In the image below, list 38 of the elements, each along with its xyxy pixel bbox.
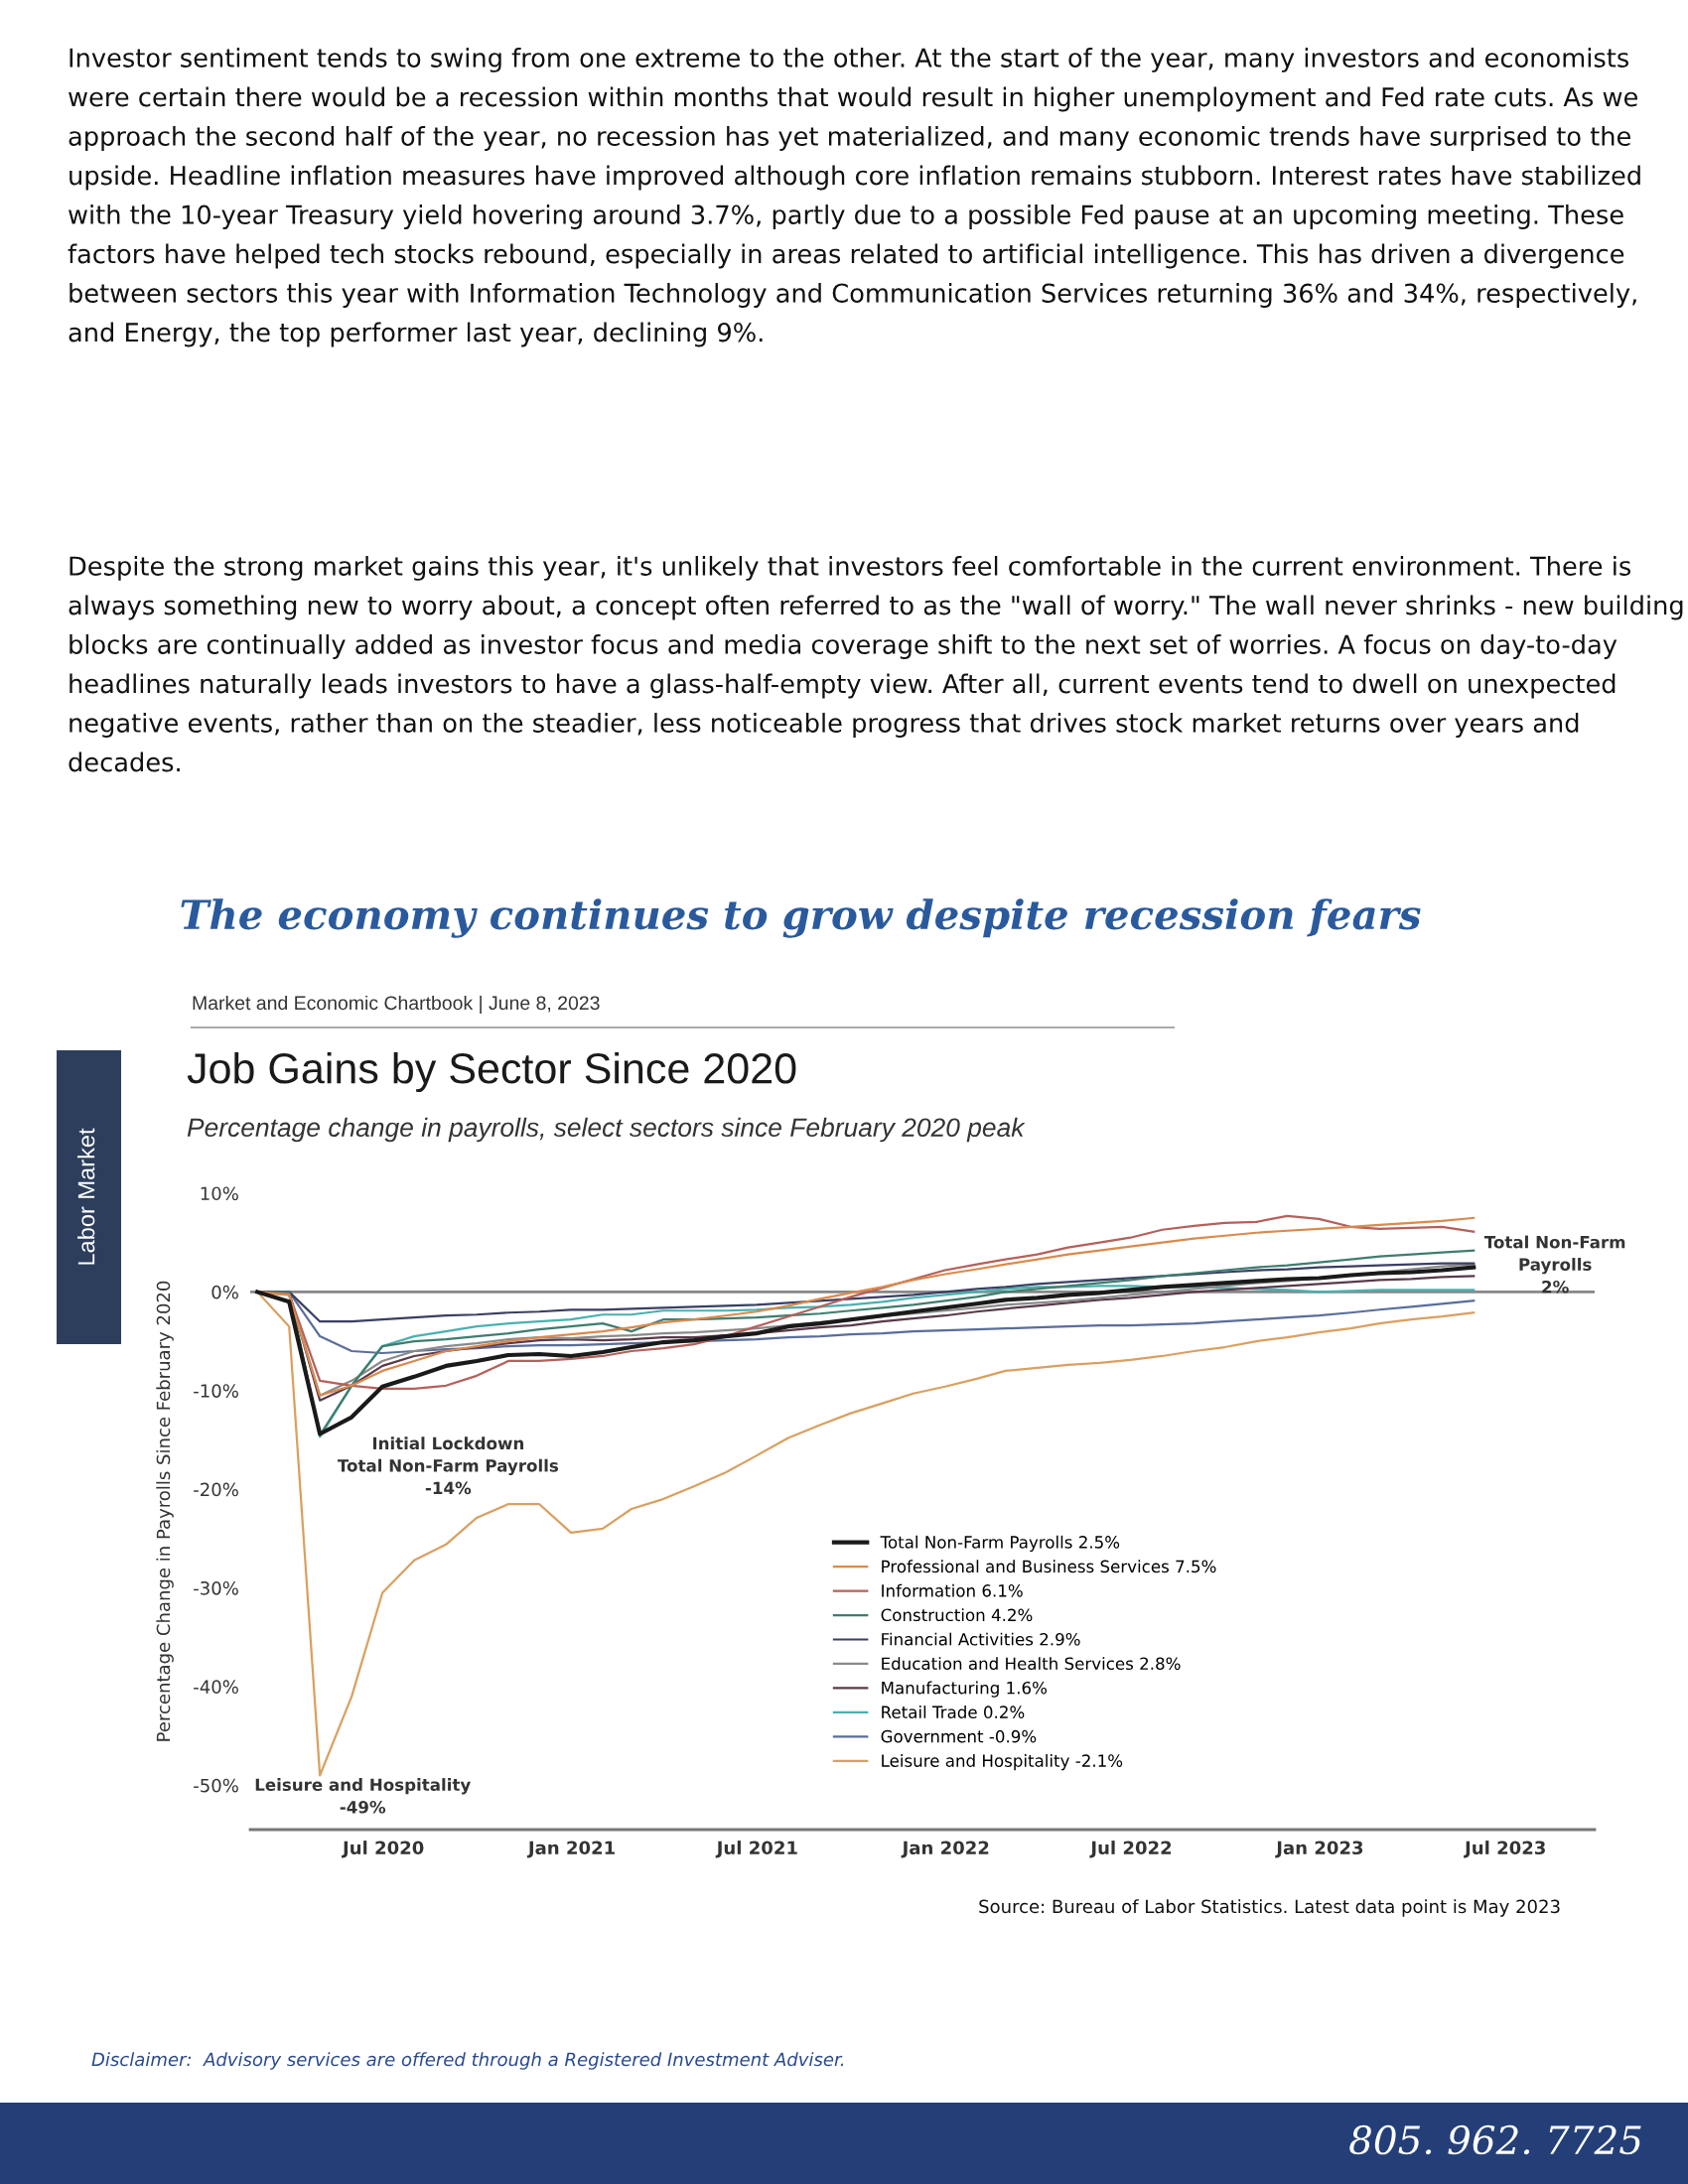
text: Disclaimer: Advisory services are offered through a Registered Investment Adviser. <box>91 2052 844 2070</box>
legend-label: Financial Activities 2.9% <box>882 1632 1080 1646</box>
x-tick-label: Jan 2021 <box>526 1841 615 1858</box>
text: 805. 962. 7725 <box>1349 2124 1641 2155</box>
text: Labor Market <box>77 1128 95 1265</box>
text: Despite the strong market gains this year, it's unlikely that investors feel comfortable in the current environment. There is always something new to worry about, a concept often referred to as the "wall of worry." The wall never shrinks - new building blocks are continually added as investor focus and media coverage shift to the next set of worries. A focus on day-to-day headlines naturally leads investors to have a glass-half-empty view. After all, current events tend to dwell on unexpected negative events, rather than on the steadier, less noticeable progress that drives stock market returns over years and decades. <box>69 556 1683 772</box>
chart-title: Job Gains by Sector Since 2020 <box>187 1051 796 1093</box>
source-note: Source: Bureau of Labor Statistics. Latest data point is May 2023 <box>979 1899 1560 1917</box>
x-tick-label: Jul 2021 <box>715 1841 797 1858</box>
x-tick-label: Jan 2022 <box>901 1841 989 1858</box>
legend-label: Professional and Business Services 7.5% <box>882 1560 1216 1573</box>
y-tick-label: -40% <box>194 1680 238 1695</box>
text: Investor sentiment tends to swing from one extreme to the other. At the start of the year, many investors and economists were certain there would be a recession within months that would result in higher unemployment and Fed rate cuts. As we approach the second half of the year, no recession has yet materialized, and many economic trends have surprised to the upside. Headline inflation measures have improved although core inflation remains stubborn. Interest rates have stabilized with the 10-year Treasury yield hovering around 3.7%, partly due to a possible Fed pause at an upcoming meeting. These factors have helped tech stocks rebound, especially in areas related to artificial intelligence. This has driven a divergence between sectors this year with Information Technology and Communication Services returning 36% and 34%, respectively, and Energy, the top performer last year, declining 9%. <box>68 48 1640 347</box>
legend-label: Total Non-Farm Payrolls 2.5% <box>880 1535 1120 1552</box>
legend-label: Construction 4.2% <box>881 1608 1033 1622</box>
y-tick-label: -50% <box>194 1778 238 1793</box>
y-axis-title: Percentage Change in Payrolls Since February 2020 <box>156 1281 174 1741</box>
chart-subtitle: Percentage change in payrolls, select sectors since February 2020 peak <box>187 1117 1026 1143</box>
legend-label: Leisure and Hospitality -2.1% <box>882 1754 1123 1771</box>
text: Market and Economic Chartbook | June 8, 2023 <box>193 995 600 1015</box>
y-tick-label: 0% <box>211 1285 238 1299</box>
legend-label: Information 6.1% <box>882 1583 1023 1597</box>
x-tick-label: Jul 2022 <box>1089 1841 1172 1858</box>
x-tick-label: Jul 2020 <box>342 1841 424 1858</box>
y-tick-label: -10% <box>194 1384 238 1398</box>
legend-label: Retail Trade 0.2% <box>882 1706 1025 1718</box>
annotation: Leisure and Hospitality -49% <box>255 1778 471 1814</box>
text: The economy continues to grow despite recession fears <box>181 898 1421 938</box>
y-tick-label: -30% <box>194 1580 238 1595</box>
x-tick-label: Jan 2023 <box>1275 1841 1363 1858</box>
legend-label: Manufacturing 1.6% <box>882 1681 1048 1698</box>
legend-label: Government -0.9% <box>881 1729 1037 1743</box>
x-tick-label: Jul 2023 <box>1464 1841 1545 1858</box>
y-tick-label: -20% <box>194 1482 238 1497</box>
legend-label: Education and Health Services 2.8% <box>882 1657 1181 1671</box>
y-tick-label: 10% <box>201 1186 238 1201</box>
annotation: Initial Lockdown Total Non-Farm Payrolls -14% <box>337 1436 559 1495</box>
annotation: Total Non-Farm Payrolls 2% <box>1483 1235 1625 1294</box>
